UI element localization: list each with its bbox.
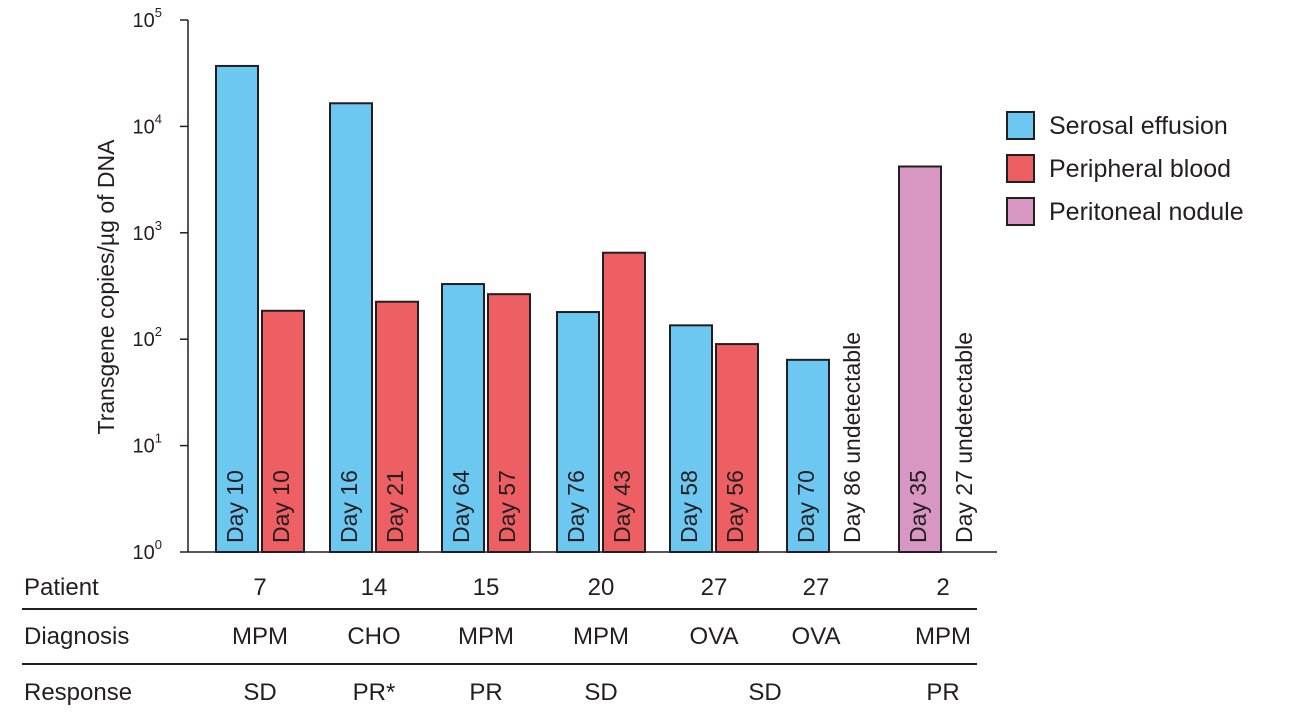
y-tick-label: 104 [133, 111, 162, 138]
y-axis-label: Transgene copies/µg of DNA [93, 139, 119, 435]
bar-peripheral-blood [487, 293, 531, 553]
y-tick-base: 10 [133, 10, 155, 32]
bar-peripheral-blood [261, 309, 305, 553]
legend-swatch [1006, 111, 1035, 140]
bar-peripheral-blood [602, 251, 646, 553]
diagnosis-value: MPM [573, 623, 629, 650]
bar-day-label: Day 70 [793, 470, 819, 543]
bar-day-label: Day 56 [722, 470, 748, 543]
y-tick-label: 105 [133, 5, 162, 32]
patient-number: 27 [701, 574, 728, 601]
y-tick-base: 10 [133, 223, 155, 245]
legend: Serosal effusion Peripheral blood Peritone… [1006, 111, 1244, 226]
diagnosis-value: OVA [690, 623, 739, 650]
response-value: SD [584, 679, 617, 706]
legend-label: Peripheral blood [1049, 155, 1231, 183]
legend-swatch [1006, 197, 1035, 226]
diagnosis-value: MPM [458, 623, 514, 650]
patient-number: 2 [936, 574, 949, 601]
legend-swatch [1006, 154, 1035, 183]
y-tick-label: 100 [133, 537, 162, 564]
patient-number: 7 [253, 574, 266, 601]
y-tick-label: 103 [133, 218, 162, 245]
bar-peripheral-blood [715, 343, 759, 553]
response-value: PR* [353, 679, 396, 706]
bar-day-label: Day 10 [268, 470, 294, 543]
bar-day-label: Day 43 [609, 470, 635, 543]
y-tick-base: 10 [133, 436, 155, 458]
y-tick-exponent: 1 [155, 431, 162, 446]
y-tick-base: 10 [133, 116, 155, 138]
bar-peripheral-blood [375, 300, 419, 553]
diagnosis-value: OVA [792, 623, 841, 650]
patient-table: Patient Diagnosis Response 7 MPM 14 CHO 15 MPM 20… [22, 574, 977, 706]
diagnosis-value: CHO [347, 623, 400, 650]
legend-label: Peritoneal nodule [1049, 198, 1244, 226]
patient-number: 15 [473, 574, 500, 601]
patient-number: 14 [361, 574, 388, 601]
row-label-patient: Patient [24, 574, 99, 601]
bar-serosal-effusion [669, 324, 713, 553]
y-tick-exponent: 3 [155, 218, 162, 233]
response-value: PR [469, 679, 502, 706]
y-tick-label: 101 [133, 431, 162, 458]
bar-serosal-effusion [786, 358, 830, 553]
bar-day-label: Day 35 [905, 470, 931, 543]
bar-day-label: Day 10 [222, 470, 248, 543]
patient-number: 20 [588, 574, 615, 601]
y-tick-base: 10 [133, 329, 155, 351]
bar-serosal-effusion [329, 102, 373, 553]
bar-day-label: Day 21 [382, 470, 408, 543]
bar-day-label: Day 58 [676, 470, 702, 543]
bar-serosal-effusion [441, 283, 485, 553]
response-value: PR [926, 679, 959, 706]
y-tick-exponent: 4 [155, 111, 162, 126]
row-label-diagnosis: Diagnosis [24, 623, 129, 650]
bar-day-label: Day 57 [494, 470, 520, 543]
y-tick-exponent: 0 [155, 537, 162, 552]
y-tick-exponent: 2 [155, 324, 162, 339]
patient-number: 27 [803, 574, 830, 601]
bar-day-label: Day 76 [563, 470, 589, 543]
bar-serosal-effusion [556, 311, 600, 553]
row-label-response: Response [24, 679, 132, 706]
legend-label: Serosal effusion [1049, 112, 1228, 140]
bar-serosal-effusion [215, 64, 259, 554]
bar-day-label: Day 64 [448, 470, 474, 543]
response-value: SD [243, 679, 276, 706]
undetectable-label: Day 27 undetectable [951, 332, 977, 543]
bar-day-label: Day 16 [336, 470, 362, 543]
y-tick-exponent: 5 [155, 5, 162, 20]
bar-peritoneal-nodule [898, 165, 942, 554]
y-tick-base: 10 [133, 542, 155, 564]
response-value: SD [748, 679, 781, 706]
y-tick-label: 102 [133, 324, 162, 351]
diagnosis-value: MPM [915, 623, 971, 650]
diagnosis-value: MPM [232, 623, 288, 650]
undetectable-label: Day 86 undetectable [839, 332, 865, 543]
bars-layer: Day 10 Day 10 Day 16 Day 21 Day 64 Day 57 Day … [215, 64, 977, 554]
